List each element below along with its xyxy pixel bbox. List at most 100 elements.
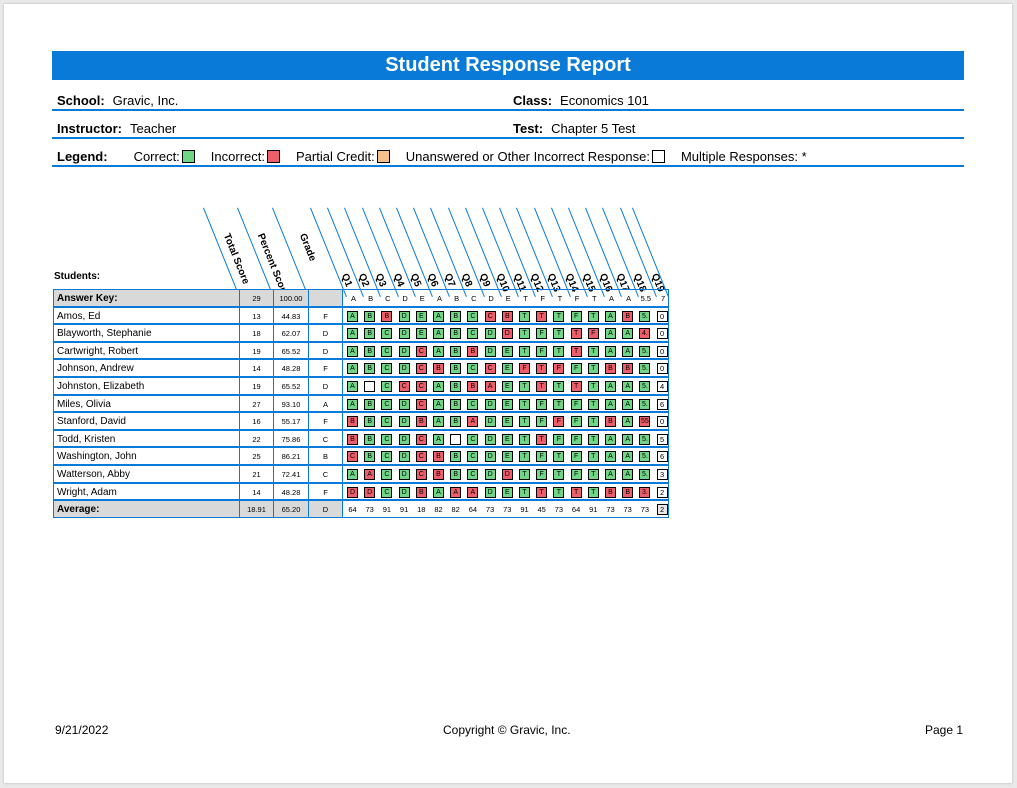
grade: D [309, 500, 343, 518]
response-incorrect: A [450, 486, 462, 498]
response-correct: B [364, 363, 376, 375]
response-correct: B [450, 451, 462, 463]
student-row: Wright, Adam 14 48.28 F D D C D B A A A D E T T T T T B B 3. 2 [53, 482, 669, 501]
total-score-header: Total Score [220, 232, 252, 286]
percent-score: 62.07 [274, 324, 309, 342]
responses-cell: 64 73 91 91 18 82 82 64 73 73 91 45 73 64 91 73 73 73 2 [343, 500, 669, 518]
response-incorrect: B [622, 363, 634, 375]
response-incorrect: F [587, 328, 599, 340]
response-correct: C [381, 328, 393, 340]
response-correct: F [570, 363, 582, 375]
average-percent: 91 [382, 505, 392, 515]
response-correct: T [587, 398, 599, 410]
response-correct: E [415, 328, 427, 340]
response-correct: D [484, 433, 496, 445]
total-score: 21 [240, 465, 274, 483]
average-percent: 82 [451, 505, 460, 515]
average-percent: 91 [589, 505, 598, 515]
response-incorrect: B [347, 433, 358, 445]
total-score: 14 [240, 482, 274, 501]
response-correct: A [347, 363, 358, 375]
response-incorrect: C [415, 451, 427, 463]
response-correct: T [587, 451, 599, 463]
average-percent: 73 [485, 505, 495, 515]
average-percent: 45 [537, 505, 546, 515]
response-unanswered [364, 381, 376, 392]
legend-incorrect: Incorrect: [211, 143, 280, 170]
response-correct: B [450, 328, 462, 340]
response-correct: F [536, 469, 548, 480]
response-incorrect: D [364, 486, 376, 498]
response-incorrect: C [484, 310, 496, 322]
response-correct: F [553, 433, 565, 445]
response-correct: B [450, 363, 462, 375]
footer-page: Page 1 [925, 723, 964, 737]
response-incorrect: C [415, 345, 427, 357]
response-count: 3 [656, 469, 668, 480]
response-correct: F [536, 451, 548, 463]
legend-partial-label: Partial Credit: [295, 149, 375, 164]
responses-cell: A B C D C A B B D E T F T T T A A 5. 0 [343, 341, 669, 360]
response-correct: A [605, 469, 616, 480]
student-name: Washington, John [53, 447, 240, 465]
response-correct: A [622, 398, 634, 410]
response-incorrect: B [347, 416, 358, 428]
response-correct: E [501, 381, 513, 392]
response-correct: D [484, 416, 496, 428]
response-correct: A [433, 486, 444, 498]
grade: B [309, 447, 343, 465]
answer-key-value: A [436, 294, 442, 303]
grade: F [309, 359, 343, 377]
correct-swatch [181, 150, 195, 163]
response-correct: B [450, 398, 462, 410]
response-correct: C [467, 451, 479, 463]
responses-cell: A B C D E A B C D E T F T F T A A 5.5 7 [343, 289, 669, 307]
answer-key-label: Answer Key: [53, 289, 240, 307]
response-correct: B [364, 433, 376, 445]
response-correct: A [622, 469, 634, 480]
response-correct: A [605, 310, 616, 322]
response-correct: F [570, 310, 582, 322]
response-correct: A [605, 398, 616, 410]
response-correct: T [553, 328, 565, 340]
response-incorrect: T [570, 486, 582, 498]
response-incorrect: T [570, 328, 582, 340]
total-score: 27 [240, 394, 274, 413]
response-correct: T [553, 486, 565, 498]
response-incorrect: B [467, 381, 479, 392]
response-correct: T [587, 310, 599, 322]
answer-key-value: 5.5 [640, 294, 652, 303]
total-score: 19 [240, 341, 274, 360]
response-correct: A [622, 451, 634, 463]
legend-unanswered: Unanswered or Other Incorrect Response: [406, 143, 665, 170]
school-value: Gravic, Inc. [112, 93, 179, 108]
response-correct: A [622, 381, 634, 392]
average-count-box: 2 [656, 504, 668, 516]
response-correct: T [587, 345, 599, 357]
response-correct: 5. [639, 398, 651, 410]
total-score: 16 [240, 412, 274, 430]
response-incorrect: C [415, 433, 427, 445]
average-percent: 82 [434, 505, 443, 515]
response-correct: A [622, 345, 634, 357]
total-score: 14 [240, 359, 274, 377]
response-incorrect: B [381, 310, 393, 322]
legend-correct: Correct: [134, 143, 195, 170]
average-percent: 73 [640, 505, 650, 515]
response-correct: F [570, 469, 582, 480]
responses-cell: A C C C A B B A E T T T T T A A 5. 4 [343, 377, 669, 395]
response-correct: A [347, 469, 358, 480]
percent-score: 72.41 [274, 465, 309, 483]
response-incorrect: B [415, 486, 427, 498]
response-correct: A [433, 416, 444, 428]
school-field: School: Gravic, Inc. [57, 87, 178, 114]
response-correct: 5. [639, 469, 651, 480]
response-correct: D [484, 328, 496, 340]
answer-key-value: 7 [661, 294, 666, 303]
legend-correct-label: Correct: [133, 149, 180, 164]
response-correct: C [467, 469, 479, 480]
response-correct: A [433, 310, 444, 322]
response-correct: C [381, 451, 393, 463]
response-correct: A [347, 381, 358, 392]
response-correct: D [398, 433, 410, 445]
